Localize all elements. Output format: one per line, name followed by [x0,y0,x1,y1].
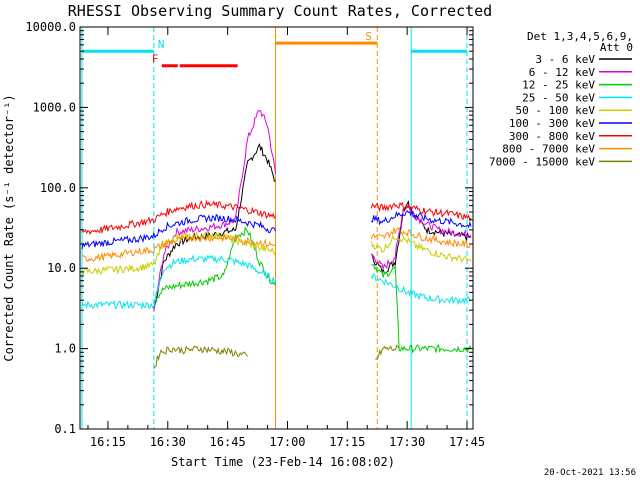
y-tick-label-5: 0.1 [54,422,76,436]
footer-timestamp: 20-Oct-2021 13:56 [544,468,636,478]
axis-ticks: 16:15 16:30 16:45 17:00 17:15 17:30 17:45 10000… [25,20,485,449]
series-line-0-0 [153,143,276,311]
plot-frame [79,26,474,430]
plot-area: NF S [81,27,472,429]
flag-label-S: S [365,30,372,43]
x-tick-label-3: 17:00 [269,435,305,449]
series-line-8-0 [153,345,248,369]
series-line-7-1 [370,227,472,249]
legend-label-2: 12 - 25 keV [522,79,595,92]
chart-title: RHESSI Observing Summary Count Rates, Co… [68,2,492,20]
x-tick-label-0: 16:15 [90,435,126,449]
legend-label-7: 800 - 7000 keV [502,143,595,156]
legend-header-1: Det 1,3,4,5,6,9, [527,30,633,43]
x-tick-label-2: 16:45 [210,435,246,449]
legend-label-0: 3 - 6 keV [535,53,595,66]
y-tick-label-4: 1.0 [54,342,76,356]
series-line-3-0 [81,254,276,310]
series-line-7-0 [81,232,276,263]
series-line-5-1 [371,209,472,229]
legend-label-5: 100 - 300 keV [509,117,595,130]
flag-label-F: F [152,53,159,66]
y-tick-label-1: 1000.0 [33,100,76,114]
series-line-1-1 [370,206,472,271]
series-line-1-0 [153,110,276,312]
series-line-6-0 [81,199,276,236]
series-line-8-1 [375,344,400,360]
y-tick-label-0: 10000.0 [25,20,76,34]
legend-header-2: Att 0 [600,41,633,54]
series-line-5-0 [81,213,276,250]
x-tick-label-6: 17:45 [449,435,485,449]
legend-label-6: 300 - 800 keV [509,130,595,143]
legend-label-8: 7000 - 15000 keV [489,155,595,168]
x-axis-label: Start Time (23-Feb-14 16:08:02) [171,455,395,469]
y-tick-label-2: 100.0 [40,181,76,195]
series-line-2-1 [371,264,472,354]
x-tick-label-4: 17:15 [329,435,365,449]
legend-label-4: 50 - 100 keV [516,104,596,117]
series-line-3-1 [370,272,472,306]
series-line-6-1 [370,201,472,222]
series-line-4-1 [370,233,472,263]
y-tick-label-3: 10.0 [47,261,76,275]
legend-label-3: 25 - 50 keV [522,91,595,104]
y-axis-label: Corrected Count Rate (s⁻¹ detector⁻¹) [2,94,16,361]
flag-label-N: N [158,38,165,51]
x-tick-label-1: 16:30 [150,435,186,449]
series-line-2-0 [153,226,276,303]
series-line-4-0 [81,231,276,276]
x-tick-label-5: 17:30 [389,435,425,449]
legend-label-1: 6 - 12 keV [529,66,596,79]
